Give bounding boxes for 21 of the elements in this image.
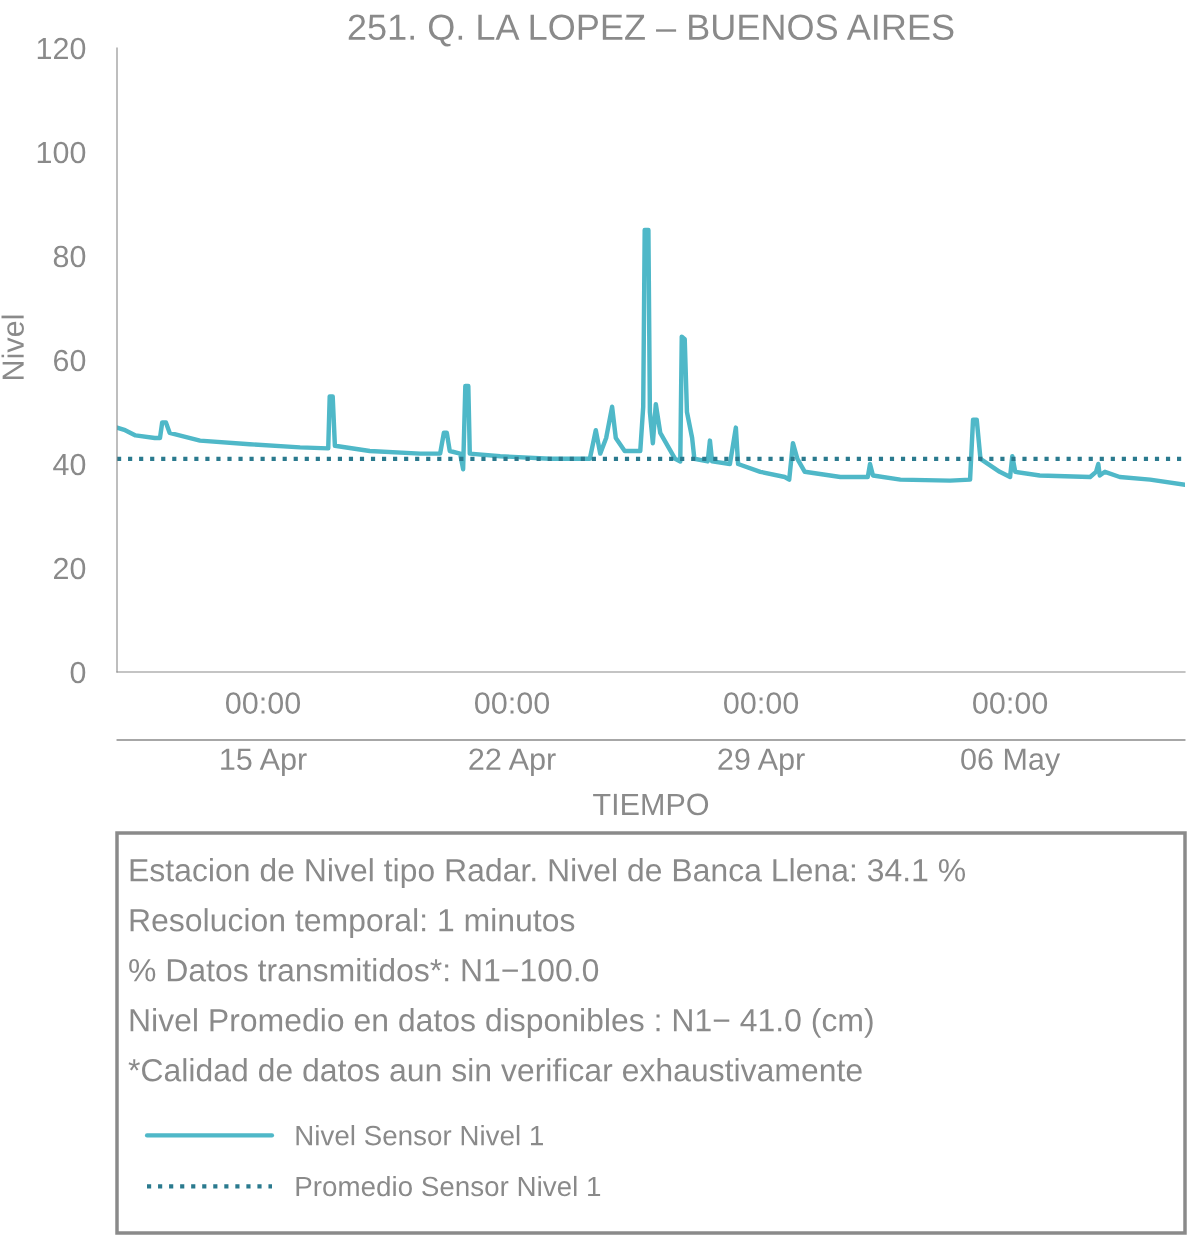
x-tick-label: 00:00 22 Apr	[469, 692, 556, 777]
legend-label: Promedio Sensor Nivel 1	[296, 1175, 601, 1197]
y-tick-label: 40	[53, 453, 86, 476]
y-tick-label: 0	[70, 661, 86, 684]
y-tick-label: 100	[37, 141, 86, 164]
y-tick-label: 60	[54, 349, 86, 372]
y-tick-label: 80	[53, 245, 86, 268]
text: *Calidad de datos aun sin verificar exhaustivamente	[128, 1058, 862, 1082]
text: Estacion de Nivel tipo Radar. Nivel de Banca Llena: 34.1 %	[130, 858, 966, 888]
x-tick-label: 00:00 29 Apr	[718, 692, 805, 777]
legend-label: Nivel Sensor Nivel 1	[296, 1125, 543, 1146]
x-axis-title: TIEMPO	[593, 793, 709, 816]
y-tick-label: 120	[37, 37, 86, 60]
x-tick-label: 00:00 15 Apr	[221, 692, 307, 777]
y-axis-title: Nivel	[1, 315, 24, 379]
x-tick-label: 00:00 06 May	[961, 692, 1061, 777]
text: % Datos transmitidos*: N1−100.0	[129, 958, 599, 982]
text: Nivel Promedio en datos disponibles : N1− 41.0 (cm)	[130, 1008, 873, 1038]
y-tick-label: 20	[54, 557, 86, 580]
text: Resolucion temporal: 1 minutos	[130, 908, 575, 938]
chart-title: 251. Q. LA LOPEZ – BUENOS AIRES	[348, 14, 954, 47]
